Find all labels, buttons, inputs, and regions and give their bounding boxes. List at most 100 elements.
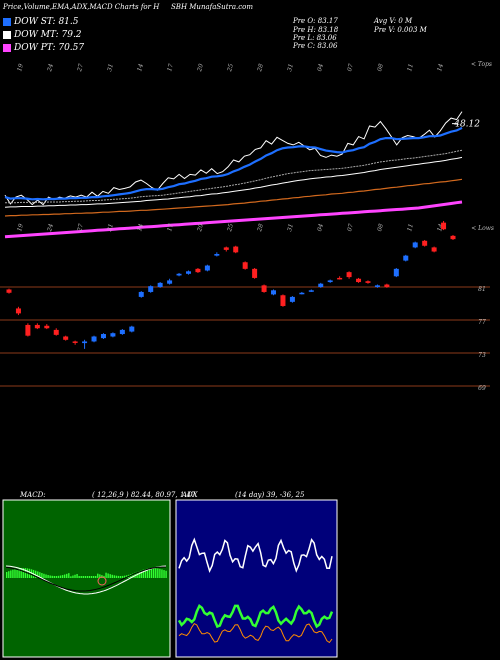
macd-histogram-bar [72,575,74,578]
bottom-date-label: 25 [226,223,235,233]
macd-histogram-bar [20,568,22,578]
macd-histogram-bar [117,575,120,578]
tops-label: < Tops [471,61,492,68]
macd-histogram-bar [99,574,101,578]
candle-body [365,281,371,283]
macd-line [5,565,167,595]
candle-body [223,247,229,250]
candle-body [337,277,343,280]
macd-histogram-bar [24,568,27,578]
bottom-date-label: 11 [406,223,415,232]
macd-params: ( 12,26,9 ) 82.44, 80.97, 1.47 [92,491,196,499]
top-date-label: 19 [16,63,25,72]
candle-body [6,289,12,293]
macd-histogram-bar [109,574,111,578]
macd-histogram-bar [34,570,37,578]
macd-histogram-bar [88,576,91,578]
bottom-date-label: 14 [436,223,445,232]
adx-title: ADX [182,491,198,499]
macd-histogram-bar [150,568,153,578]
macd-histogram-bar [22,568,24,578]
top-date-label: 20 [196,63,205,73]
macd-histogram-bar [61,575,64,578]
bottom-date-label: 24 [46,223,55,233]
price-series-line [4,111,463,206]
level-label: 73 [478,352,486,359]
candle-body [157,282,163,287]
avg-volume: Avg V: 0 M [374,17,413,25]
top-date-label: 17 [166,63,175,72]
macd-histogram-bar [142,569,145,578]
candle-body [431,247,437,252]
top-date-label: 31 [106,63,115,72]
macd-histogram-bar [78,576,80,578]
macd-histogram-bar [76,574,78,578]
macd-histogram-bar [97,573,99,578]
macd-histogram-bar [18,568,20,578]
candle-body [261,285,267,292]
macd-histogram-bar [47,575,49,578]
candle-body [34,324,40,329]
macd-histogram-bar [159,568,161,578]
macd-histogram-bar [165,570,167,578]
macd-histogram-bar [84,576,87,578]
candle-body [63,336,69,340]
macd-histogram-bar [82,576,84,578]
macd-histogram-bar [144,569,147,578]
top-date-label: 27 [76,63,85,73]
candle-body [280,295,286,306]
macd-histogram-bar [80,576,82,578]
macd-histogram-bar [146,568,149,578]
macd-histogram-bar [163,570,165,578]
candle-body [422,240,428,246]
lows-label: < Lows [471,225,494,232]
macd-histogram-bar [49,575,51,578]
dow-mt-swatch [3,31,11,39]
bottom-date-label: 08 [376,223,385,232]
chart-title: Price,Volume,EMA,ADX,MACD Charts for H [3,3,160,11]
macd-histogram-bar [132,573,134,578]
macd-histogram-bar [157,568,159,578]
price-series-line [4,156,463,208]
prev-high: Pre H: 83.18 [293,26,339,34]
macd-panel-frame [2,499,171,658]
prev-close: Pre C: 83.06 [293,42,338,50]
dow-mt-label: DOW MT: 79.2 [14,30,82,40]
macd-histogram-bar [43,573,45,578]
candle-body [346,272,352,278]
macd-histogram-bar [92,576,95,578]
top-date-label: 24 [46,63,55,73]
macd-histogram-bar [70,576,72,578]
dow-pt-legend: DOW PT: 70.57 [3,43,84,53]
candle-body [252,268,258,278]
macd-histogram-bar [113,575,116,578]
adx-panel-frame [175,499,338,658]
top-date-label: 14 [136,63,145,72]
macd-histogram-bar [74,574,76,578]
candle-body [441,222,447,230]
top-date-label: 25 [226,63,235,73]
macd-histogram-bar [39,572,41,578]
last-price-label: 48.12 [453,120,480,130]
candle-body [356,278,362,283]
candle-body [384,284,390,287]
macd-histogram-bar [155,568,157,578]
candle-body [233,246,239,253]
candle-body [82,341,88,344]
macd-histogram-bar [90,576,93,578]
macd-histogram-bar [30,569,33,578]
adx-minus-di-line [178,622,333,644]
candle-body [138,291,144,297]
macd-histogram-bar [152,568,155,578]
candle-body [318,283,324,287]
bottom-date-label: 20 [196,223,205,233]
bottom-date-label: 04 [316,223,325,232]
macd-histogram-bar [123,575,126,578]
macd-histogram-bar [115,575,118,578]
dow-st-swatch [3,18,11,26]
candle-body [204,265,210,271]
candle-body [374,285,380,287]
candle-body [242,262,248,269]
top-date-label: 28 [256,63,265,73]
